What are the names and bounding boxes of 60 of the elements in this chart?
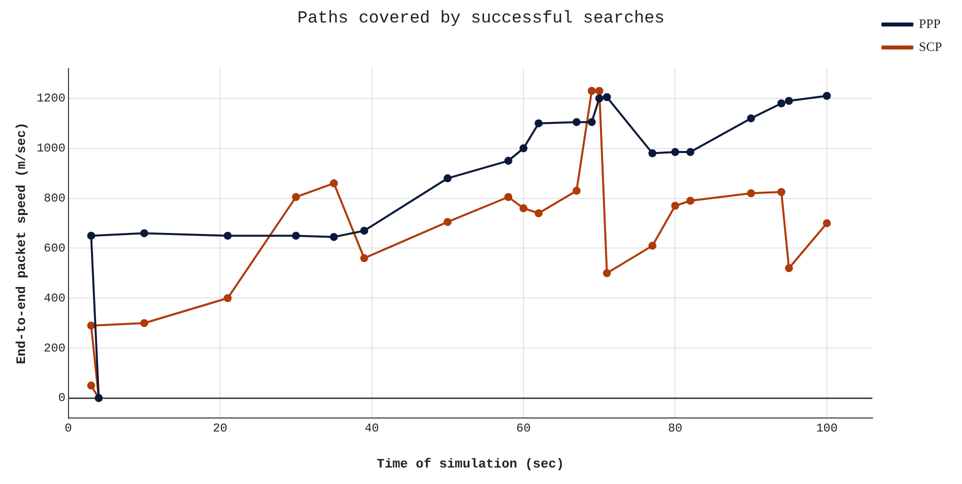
point bbox=[504, 156, 512, 165]
point bbox=[602, 269, 611, 278]
point bbox=[747, 114, 756, 122]
point bbox=[572, 118, 581, 126]
point bbox=[292, 232, 300, 240]
x-tick-label: 40 bbox=[364, 421, 379, 436]
point bbox=[330, 179, 338, 188]
y-tick-label: 0 bbox=[58, 391, 66, 406]
point bbox=[671, 202, 680, 210]
y-tick-label: 400 bbox=[44, 291, 66, 306]
point bbox=[534, 209, 543, 218]
point bbox=[519, 144, 528, 152]
point bbox=[648, 242, 656, 250]
point bbox=[87, 382, 96, 390]
point bbox=[648, 149, 656, 158]
x-tick-label: 80 bbox=[668, 421, 682, 436]
point bbox=[777, 188, 786, 196]
point bbox=[822, 219, 831, 228]
point bbox=[360, 226, 368, 235]
point bbox=[519, 204, 528, 212]
point bbox=[87, 322, 96, 330]
y-tick-label: 800 bbox=[44, 191, 66, 206]
point bbox=[595, 86, 604, 95]
point bbox=[87, 232, 96, 240]
point bbox=[588, 86, 596, 95]
point bbox=[588, 118, 596, 126]
point bbox=[224, 232, 232, 240]
point bbox=[784, 96, 793, 105]
point bbox=[686, 148, 694, 156]
point bbox=[822, 92, 831, 100]
chart-title: Paths covered by successful searches bbox=[297, 10, 665, 29]
point bbox=[602, 93, 611, 102]
x-tick-label: 60 bbox=[516, 421, 531, 436]
legend-label: PPP bbox=[918, 16, 941, 31]
point bbox=[504, 193, 512, 202]
point bbox=[784, 264, 793, 272]
point bbox=[330, 232, 338, 241]
y-tick-label: 200 bbox=[44, 341, 66, 356]
point bbox=[224, 294, 232, 302]
point bbox=[292, 193, 300, 202]
y-tick-label: 600 bbox=[44, 241, 66, 256]
y-tick-label: 1000 bbox=[36, 141, 66, 156]
point bbox=[595, 94, 604, 102]
x-axis-title: Time of simulation (sec) bbox=[376, 456, 564, 472]
point bbox=[686, 196, 694, 205]
point bbox=[534, 119, 543, 128]
x-tick-label: 100 bbox=[816, 421, 838, 436]
y-axis-title: End-to-end packet speed (m/sec) bbox=[14, 122, 30, 364]
legend-label: SCP bbox=[918, 38, 942, 54]
point bbox=[444, 174, 452, 182]
point bbox=[777, 99, 786, 108]
y-tick-label: 1200 bbox=[36, 92, 66, 106]
point bbox=[671, 148, 680, 156]
point bbox=[140, 229, 148, 238]
point bbox=[360, 254, 368, 262]
point bbox=[572, 186, 581, 195]
point bbox=[140, 319, 148, 328]
point bbox=[444, 218, 452, 226]
point bbox=[747, 189, 756, 198]
x-tick-label: 20 bbox=[212, 421, 228, 436]
